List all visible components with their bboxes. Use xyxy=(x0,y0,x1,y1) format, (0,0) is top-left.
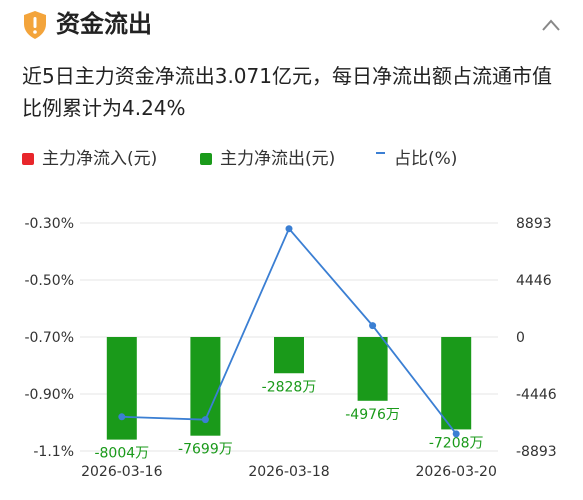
shield-exclamation-icon xyxy=(24,11,46,39)
legend-label-ratio: 占比(%) xyxy=(394,149,458,169)
section-header: 资金流出 xyxy=(0,0,583,50)
legend-swatch-inflow xyxy=(22,153,34,165)
left-axis-tick-label: -0.50% xyxy=(24,273,74,289)
outflow-bar xyxy=(106,337,137,440)
right-axis-tick-label: 4446 xyxy=(516,273,552,289)
legend-label-outflow: 主力净流出(元) xyxy=(220,149,336,169)
legend-line-ratio xyxy=(376,152,385,154)
outflow-bar xyxy=(441,337,472,430)
x-axis-tick-label: 2026-03-18 xyxy=(248,464,329,480)
legend-label-inflow: 主力净流入(元) xyxy=(42,149,158,169)
ratio-point xyxy=(285,225,293,233)
right-axis-tick-label: 8893 xyxy=(516,216,552,232)
legend-swatch-outflow xyxy=(200,153,212,165)
right-axis-tick-label: -8893 xyxy=(516,444,557,460)
section-title: 资金流出 xyxy=(56,10,152,38)
x-axis-tick-label: 2026-03-20 xyxy=(416,464,497,480)
outflow-bar xyxy=(274,337,304,374)
ratio-line xyxy=(121,227,457,435)
bar-value-label: -7699万 xyxy=(178,442,233,458)
right-axis-tick-label: 0 xyxy=(516,330,525,346)
left-axis-tick-label: -1.1% xyxy=(33,444,74,460)
bar-value-label: -8004万 xyxy=(94,446,149,462)
bar-value-label: -2828万 xyxy=(262,379,317,395)
fund-outflow-chart: -0.30% 8893 -0.50% 4446 -0.70% 0 -0.90% -4446 -1… xyxy=(24,216,557,480)
chevron-up-icon[interactable] xyxy=(541,18,561,32)
left-axis-tick-label: -0.90% xyxy=(24,387,74,403)
summary-text: 近5日主力资金净流出3.071亿元，每日净流出额占流通市值比例累计为4.24% xyxy=(22,64,552,120)
outflow-bar xyxy=(357,337,388,401)
ratio-point xyxy=(201,416,209,424)
left-axis-tick-label: -0.30% xyxy=(24,216,74,232)
bar-value-label: -7208万 xyxy=(429,435,484,451)
x-axis-tick-label: 2026-03-16 xyxy=(81,464,162,480)
ratio-point xyxy=(452,430,460,438)
ratio-point xyxy=(369,322,377,330)
left-axis-tick-label: -0.70% xyxy=(24,330,74,346)
right-axis-tick-label: -4446 xyxy=(516,387,557,403)
bar-value-label: -4976万 xyxy=(345,407,400,423)
ratio-point xyxy=(118,413,126,421)
